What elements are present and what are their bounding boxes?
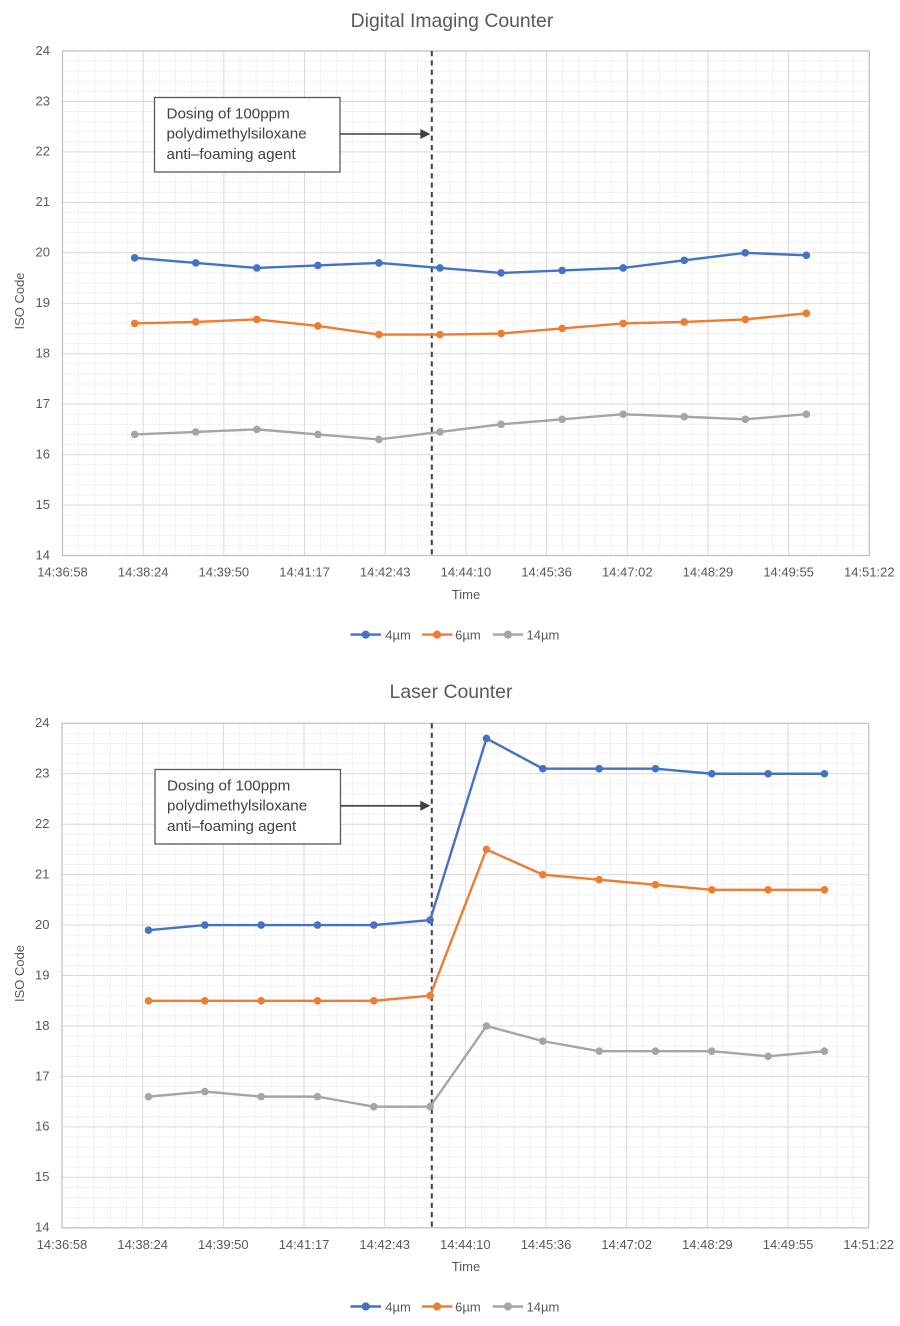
svg-text:ISO Code: ISO Code	[12, 272, 27, 329]
svg-text:18: 18	[36, 346, 50, 361]
svg-text:Time: Time	[452, 587, 480, 602]
svg-text:polydimethylsiloxane: polydimethylsiloxane	[167, 126, 307, 143]
svg-text:ISO Code: ISO Code	[12, 945, 27, 1002]
svg-text:Dosing of 100ppm: Dosing of 100ppm	[167, 777, 290, 794]
svg-text:17: 17	[35, 1068, 49, 1083]
svg-text:4µm: 4µm	[385, 1299, 411, 1314]
svg-text:6µm: 6µm	[455, 627, 481, 642]
svg-text:14:48:29: 14:48:29	[683, 565, 734, 580]
svg-text:24: 24	[35, 715, 49, 730]
svg-text:14:41:17: 14:41:17	[279, 1237, 330, 1252]
svg-text:4µm: 4µm	[385, 627, 411, 642]
svg-text:23: 23	[36, 93, 50, 108]
svg-text:15: 15	[36, 497, 50, 512]
svg-text:14:44:10: 14:44:10	[441, 565, 492, 580]
svg-text:14µm: 14µm	[527, 627, 560, 642]
svg-text:Laser Counter: Laser Counter	[390, 681, 513, 703]
svg-text:Dosing of 100ppm: Dosing of 100ppm	[167, 105, 290, 122]
svg-text:15: 15	[35, 1169, 49, 1184]
svg-text:14:39:50: 14:39:50	[198, 1237, 249, 1252]
svg-text:14:36:58: 14:36:58	[37, 1237, 88, 1252]
svg-text:20: 20	[36, 245, 50, 260]
svg-text:14: 14	[35, 1220, 49, 1235]
svg-text:14:48:29: 14:48:29	[682, 1237, 733, 1252]
svg-text:14:41:17: 14:41:17	[279, 565, 330, 580]
svg-text:14: 14	[36, 547, 50, 562]
svg-text:Digital Imaging Counter: Digital Imaging Counter	[351, 10, 554, 32]
svg-text:polydimethylsiloxane: polydimethylsiloxane	[167, 798, 307, 815]
svg-text:20: 20	[35, 917, 49, 932]
svg-text:14:44:10: 14:44:10	[440, 1237, 491, 1252]
svg-text:14:47:02: 14:47:02	[601, 1237, 652, 1252]
svg-text:6µm: 6µm	[455, 1299, 481, 1314]
svg-text:14:45:36: 14:45:36	[521, 1237, 572, 1252]
svg-text:14:47:02: 14:47:02	[602, 565, 653, 580]
svg-text:14:45:36: 14:45:36	[521, 565, 572, 580]
svg-text:23: 23	[35, 766, 49, 781]
svg-text:14:38:24: 14:38:24	[118, 565, 169, 580]
svg-text:21: 21	[35, 866, 49, 881]
svg-text:17: 17	[36, 396, 50, 411]
svg-text:19: 19	[35, 967, 49, 982]
svg-text:14:39:50: 14:39:50	[199, 565, 250, 580]
svg-text:14:42:43: 14:42:43	[359, 1237, 410, 1252]
svg-text:14:42:43: 14:42:43	[360, 565, 411, 580]
svg-text:22: 22	[35, 816, 49, 831]
svg-text:19: 19	[36, 295, 50, 310]
svg-text:18: 18	[35, 1018, 49, 1033]
svg-text:22: 22	[36, 144, 50, 159]
svg-text:16: 16	[35, 1119, 49, 1134]
svg-text:anti–foaming agent: anti–foaming agent	[167, 146, 297, 163]
svg-text:14:38:24: 14:38:24	[117, 1237, 168, 1252]
svg-text:14µm: 14µm	[527, 1299, 560, 1314]
svg-text:14:36:58: 14:36:58	[37, 565, 88, 580]
svg-text:16: 16	[36, 446, 50, 461]
svg-text:14:49:55: 14:49:55	[763, 1237, 814, 1252]
svg-text:24: 24	[36, 43, 50, 58]
svg-text:14:51:22: 14:51:22	[844, 565, 895, 580]
svg-text:21: 21	[36, 194, 50, 209]
svg-text:14:51:22: 14:51:22	[843, 1237, 894, 1252]
svg-text:anti–foaming agent: anti–foaming agent	[167, 818, 297, 835]
svg-text:Time: Time	[452, 1259, 480, 1274]
svg-text:14:49:55: 14:49:55	[763, 565, 814, 580]
